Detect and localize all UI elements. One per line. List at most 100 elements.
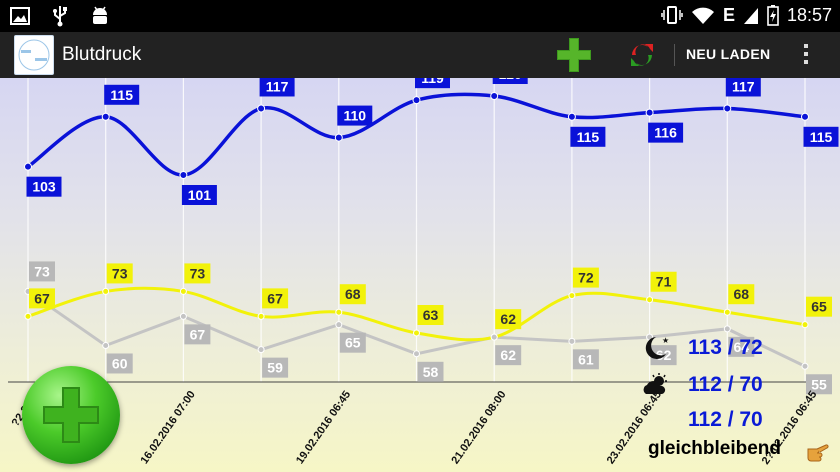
- pulse-data-label-box: [495, 345, 522, 366]
- systolic-data-label-box: [104, 84, 140, 105]
- app-bar: Blutdruck NEU LADEN: [0, 32, 840, 78]
- systolic-data-label-box: [492, 78, 528, 84]
- systolic-data-label-box: [181, 185, 217, 205]
- diastolic-data-label-box: [728, 284, 755, 305]
- add-entry-button[interactable]: [555, 36, 593, 74]
- pulse-data-label-box: [106, 353, 133, 374]
- diastolic-data-label-box: [650, 271, 677, 292]
- pulse-point: [179, 312, 187, 320]
- app-title: Blutdruck: [62, 44, 142, 65]
- systolic-point: [490, 92, 499, 100]
- systolic-point: [412, 96, 421, 105]
- diastolic-point: [568, 292, 576, 300]
- summary-day-value: 112 / 70: [688, 373, 763, 396]
- systolic-data-label: 115: [577, 129, 600, 145]
- cloud-sun-icon: [643, 373, 667, 394]
- diastolic-data-label-box: [339, 284, 366, 305]
- systolic-point: [257, 104, 266, 113]
- pulse-point: [335, 321, 343, 329]
- app-logo-icon: [14, 35, 54, 75]
- diastolic-data-label-box: [262, 288, 289, 309]
- systolic-data-label-box: [648, 122, 684, 143]
- diastolic-point: [335, 308, 343, 316]
- chart-area: 103 115 101 117 110 119 120 115 116 117 115 67 73 73 6…: [0, 78, 840, 472]
- signal-icon: [743, 8, 758, 24]
- systolic-data-label: 115: [110, 87, 133, 103]
- diastolic-point: [102, 287, 110, 295]
- battery-icon: [767, 5, 779, 26]
- pulse-data-label: 55: [811, 376, 827, 392]
- diastolic-data-label: 68: [734, 286, 750, 302]
- diastolic-data-label-box: [572, 267, 599, 288]
- systolic-data-label: 101: [188, 187, 212, 203]
- diastolic-point: [257, 312, 265, 320]
- systolic-point: [645, 108, 654, 117]
- systolic-point: [567, 112, 576, 121]
- systolic-data-label-box: [26, 176, 62, 197]
- pulse-data-label-box: [339, 332, 366, 353]
- clock: 18:57: [786, 4, 832, 25]
- diastolic-data-label: 62: [500, 311, 516, 327]
- usb-icon: [53, 6, 67, 27]
- pulse-data-label-box: [572, 349, 599, 370]
- pulse-point: [490, 333, 498, 341]
- systolic-data-label: 117: [266, 78, 289, 94]
- overflow-menu-icon[interactable]: [798, 40, 814, 70]
- hand-pointing-icon: [807, 444, 829, 462]
- sync-icon: [631, 44, 653, 66]
- pulse-data-label: 60: [112, 355, 128, 371]
- svg-text:★: ★: [662, 336, 669, 345]
- diastolic-point: [24, 312, 32, 320]
- diastolic-point: [179, 287, 187, 295]
- pulse-point: [102, 341, 110, 349]
- summary-day: 112 / 70: [640, 370, 830, 400]
- summary-night: ★ 113 / 72: [640, 334, 830, 364]
- systolic-data-label: 117: [732, 78, 755, 94]
- diastolic-data-label-box: [29, 288, 55, 309]
- x-tick-label: 16.02.2016 07:00: [139, 389, 198, 467]
- plus-icon: [557, 38, 591, 72]
- pulse-data-label: 61: [578, 351, 594, 367]
- systolic-point: [723, 104, 732, 113]
- systolic-point: [101, 112, 110, 121]
- diastolic-data-label-box: [106, 263, 133, 284]
- trend-label: gleichbleibend: [648, 438, 782, 459]
- systolic-point: [801, 112, 809, 121]
- pulse-data-label: 67: [190, 326, 206, 342]
- diastolic-data-label: 73: [112, 265, 128, 281]
- add-measurement-fab[interactable]: [22, 366, 120, 464]
- sync-button[interactable]: [628, 41, 656, 69]
- systolic-point: [334, 133, 343, 142]
- diastolic-data-label: 71: [656, 274, 672, 290]
- summary-night-value: 113 / 72: [688, 336, 763, 359]
- diastolic-data-label-box: [184, 263, 211, 284]
- pulse-point: [723, 325, 731, 333]
- systolic-data-label: 116: [654, 125, 677, 141]
- appbar-divider: [674, 44, 675, 66]
- systolic-point: [24, 162, 32, 171]
- diastolic-data-label: 67: [34, 290, 50, 306]
- status-bar: E 18:57: [0, 0, 840, 32]
- diastolic-data-label-box: [417, 305, 444, 325]
- systolic-data-label: 110: [344, 108, 367, 124]
- diastolic-data-label: 65: [811, 299, 827, 315]
- pulse-data-label-box: [728, 336, 755, 357]
- diastolic-data-label: 67: [267, 290, 283, 306]
- pulse-data-label-box: [806, 374, 832, 395]
- blood-pressure-chart: 103 115 101 117 110 119 120 115 116 117 115 67 73 73 6…: [8, 78, 839, 467]
- pulse-data-label: 73: [34, 263, 50, 279]
- diastolic-data-label: 68: [345, 286, 361, 302]
- pulse-data-label-box: [417, 361, 444, 382]
- systolic-data-label: 119: [421, 78, 444, 86]
- reload-button[interactable]: NEU LADEN: [686, 46, 771, 62]
- diastolic-data-label: 63: [423, 307, 439, 323]
- network-type-label: E: [722, 4, 735, 25]
- pulse-data-label: 64: [734, 339, 750, 355]
- systolic-data-label-box: [570, 126, 606, 147]
- pulse-point: [257, 346, 265, 354]
- diastolic-point: [723, 308, 731, 316]
- pulse-data-label: 62: [500, 347, 516, 363]
- systolic-data-label-box: [415, 78, 450, 89]
- vibrate-icon: [661, 6, 683, 24]
- pulse-data-label-box: [29, 261, 55, 282]
